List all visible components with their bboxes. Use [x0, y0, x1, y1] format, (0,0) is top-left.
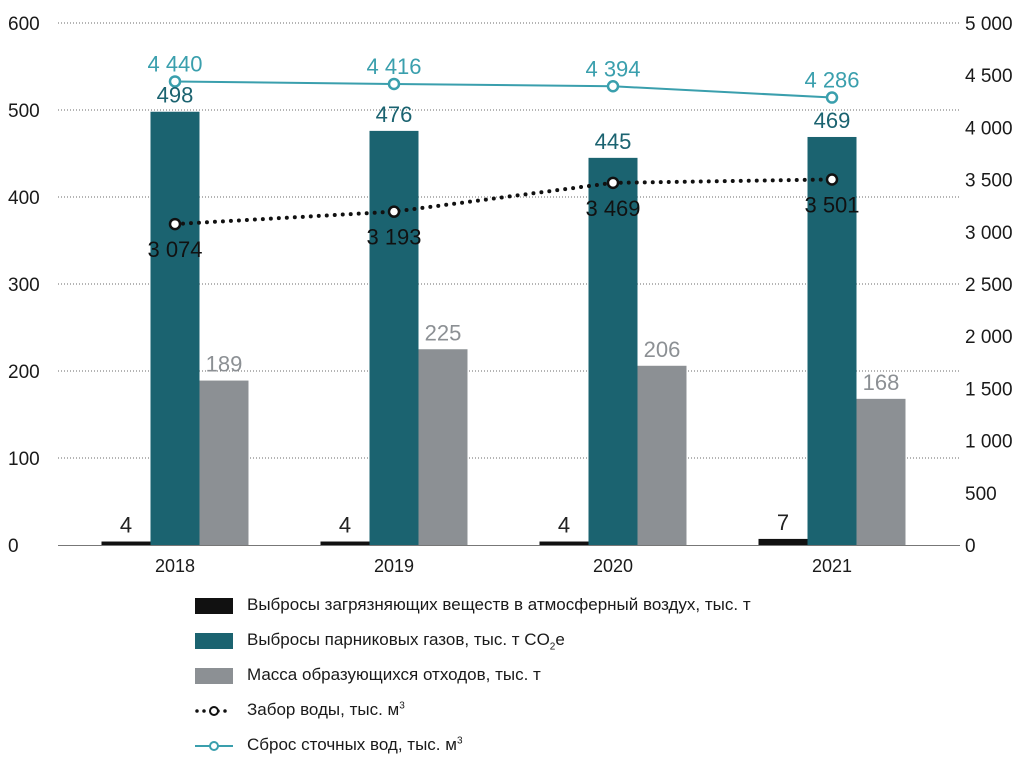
right-tick-label: 4 500 [965, 66, 1013, 87]
left-tick-label: 500 [8, 101, 40, 122]
line-value-label: 4 416 [366, 54, 421, 79]
legend-line-key [195, 741, 233, 751]
line-point [606, 176, 620, 190]
line-value-label: 3 469 [585, 196, 640, 221]
legend-label: Сброс сточных вод, тыс. м3 [247, 735, 463, 755]
line-value-label: 3 501 [804, 192, 859, 217]
right-tick-label: 1 500 [965, 379, 1013, 400]
bar-value-label: 4 [120, 513, 132, 538]
water-intake-line [173, 177, 834, 227]
legend-label: Забор воды, тыс. м3 [247, 700, 405, 720]
legend-marker [209, 741, 219, 751]
right-tick-label: 1 000 [965, 432, 1013, 453]
legend-tail: e [555, 630, 565, 649]
left-tick-label: 100 [8, 449, 40, 470]
left-tick-label: 400 [8, 188, 40, 209]
bars [101, 111, 906, 546]
legend-swatch-rect [195, 668, 233, 684]
x-category-label: 2021 [812, 556, 852, 576]
line-point [606, 80, 620, 93]
line-value-label: 4 394 [585, 56, 640, 81]
x-axis-categories: 2018 2019 2020 2021 [155, 556, 852, 576]
data-labels: 4 4 4 7 498 476 445 469 189 225 206 168 3 074 3 193 3 … [120, 51, 899, 537]
legend-swatch [195, 668, 233, 684]
legend-swatch [195, 598, 233, 614]
x-category-label: 2020 [593, 556, 633, 576]
bar [320, 541, 370, 545]
legend-label-text: Выбросы загрязняющих веществ в атмосферн… [247, 595, 751, 614]
legend-label-text: Забор воды, тыс. м [247, 700, 400, 719]
line-point [168, 75, 182, 88]
bar-value-label: 189 [206, 352, 243, 377]
bar-value-label: 168 [863, 370, 900, 395]
right-tick-label: 500 [965, 484, 997, 505]
right-tick-label: 3 500 [965, 171, 1013, 192]
left-tick-label: 200 [8, 362, 40, 383]
right-tick-label: 3 000 [965, 223, 1013, 244]
line-value-label: 4 286 [804, 68, 859, 93]
bar-value-label: 206 [644, 337, 681, 362]
bar [150, 111, 200, 546]
line-point [825, 173, 839, 186]
right-tick-label: 0 [965, 536, 976, 557]
bar [369, 130, 419, 545]
legend-label-text: Выбросы парниковых газов, тыс. т CO [247, 630, 550, 649]
line-value-label: 4 440 [147, 51, 202, 76]
legend-label: Масса образующихся отходов, тыс. т [247, 665, 541, 685]
bar-value-label: 4 [339, 513, 351, 538]
legend-swatch-rect [195, 598, 233, 614]
bar-value-label: 4 [558, 513, 570, 538]
left-tick-label: 300 [8, 275, 40, 296]
x-category-label: 2019 [374, 556, 414, 576]
wastewater-line [174, 80, 833, 99]
line-point [168, 217, 182, 231]
legend-superscript: 3 [399, 700, 405, 712]
bar-value-label: 445 [595, 129, 632, 154]
legend-superscript: 3 [456, 735, 463, 747]
line-point [387, 77, 401, 91]
lines [168, 75, 839, 231]
bar [758, 538, 808, 545]
left-tick-label: 0 [8, 536, 19, 557]
legend-marker [209, 706, 219, 716]
right-tick-label: 2 500 [965, 275, 1013, 296]
bar [539, 541, 589, 545]
right-tick-label: 2 000 [965, 327, 1013, 348]
legend-label-text: Сброс сточных вод, тыс. м [247, 735, 457, 754]
bar [807, 136, 857, 545]
line-value-label: 3 074 [147, 237, 202, 262]
bar [588, 157, 638, 545]
line-value-label: 3 193 [366, 225, 421, 250]
bar [101, 541, 151, 545]
bar [418, 349, 468, 545]
right-tick-label: 5 000 [965, 14, 1013, 35]
bar-value-label: 469 [814, 108, 851, 133]
bar [199, 380, 249, 545]
bar-value-label: 498 [157, 83, 194, 108]
x-category-label: 2018 [155, 556, 195, 576]
legend-subscript: 2 [549, 641, 556, 653]
bar-value-label: 476 [376, 102, 413, 127]
left-axis-ticks: 0 100 200 300 400 500 600 [8, 14, 40, 557]
legend-label: Выбросы загрязняющих веществ в атмосферн… [247, 595, 751, 615]
right-axis-ticks: 0 500 1 000 1 500 2 000 2 500 3 000 3 500 4 000 4… [965, 14, 1013, 557]
legend-line-key [195, 706, 233, 716]
left-tick-label: 600 [8, 14, 40, 35]
line-point [825, 91, 839, 104]
bar-value-label: 225 [425, 320, 462, 345]
bar [637, 365, 687, 545]
bar-value-label: 7 [777, 510, 789, 535]
right-tick-label: 4 000 [965, 118, 1013, 139]
line-point [387, 205, 401, 218]
legend-swatch [195, 633, 233, 649]
legend-label: Выбросы парниковых газов, тыс. т CO2e [247, 630, 565, 652]
bar [856, 398, 906, 545]
legend-label-text: Масса образующихся отходов, тыс. т [247, 665, 541, 684]
legend-swatch-rect [195, 633, 233, 649]
combo-chart: 0 100 200 300 400 500 600 0 500 1 000 1 500 2 000 2… [8, 14, 1013, 576]
